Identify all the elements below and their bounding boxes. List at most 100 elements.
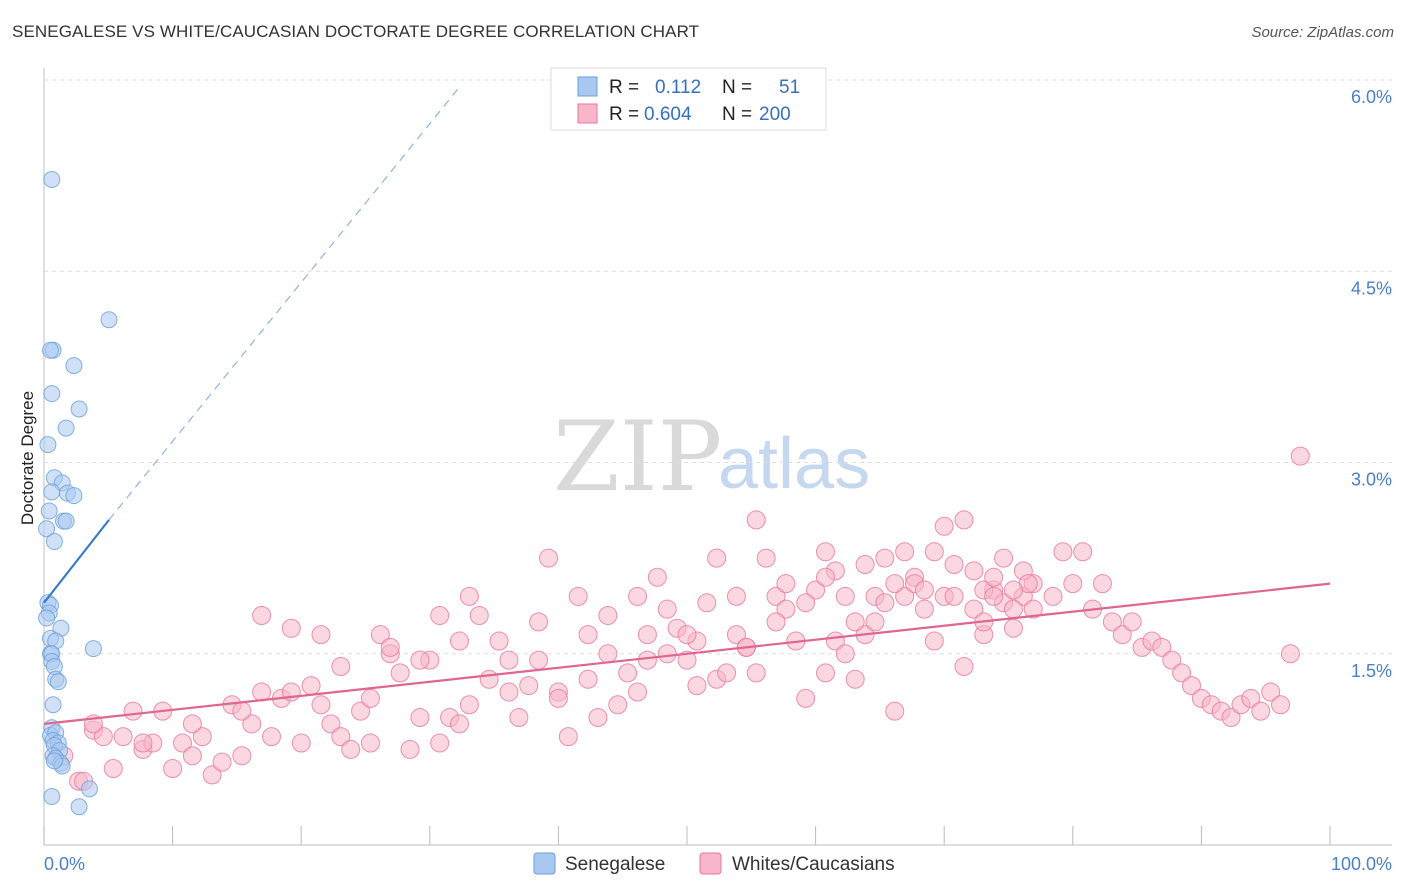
x-tick-label-1: 100.0% <box>1331 854 1392 874</box>
series-senegalese <box>38 170 118 816</box>
point-series-pink-104 <box>746 510 766 530</box>
point-series-blue-22 <box>38 609 56 627</box>
point-series-pink-127 <box>944 586 964 606</box>
point-series-blue-32 <box>49 673 67 691</box>
legend-r-label-1: R = <box>609 77 639 98</box>
watermark-zip: ZIP <box>553 401 722 513</box>
point-series-pink-103 <box>707 548 727 568</box>
point-series-pink-170 <box>311 625 331 645</box>
point-series-blue-4 <box>65 357 83 375</box>
point-series-pink-150 <box>1221 708 1241 727</box>
point-series-pink-27 <box>321 714 341 734</box>
point-series-pink-40 <box>449 714 469 734</box>
point-series-pink-162 <box>726 586 746 606</box>
point-series-pink-68 <box>726 625 746 645</box>
point-series-pink-169 <box>252 682 272 702</box>
point-series-pink-140 <box>1122 612 1142 632</box>
point-series-pink-175 <box>548 688 568 708</box>
point-series-pink-87 <box>914 599 934 619</box>
point-series-pink-178 <box>687 676 707 696</box>
point-series-pink-16 <box>212 752 232 772</box>
point-series-pink-43 <box>479 669 499 689</box>
trend-line-senegalese <box>43 519 110 604</box>
point-series-pink-163 <box>331 657 351 676</box>
point-series-pink-160 <box>628 586 648 606</box>
point-series-pink-154 <box>1261 682 1281 702</box>
point-series-pink-13 <box>182 746 202 766</box>
point-series-pink-51 <box>558 727 578 747</box>
point-series-pink-29 <box>341 739 361 759</box>
point-series-pink-53 <box>578 625 598 645</box>
chart-title: SENEGALESE VS WHITE/CAUCASIAN DOCTORATE … <box>12 22 700 41</box>
point-series-pink-174 <box>499 682 519 702</box>
point-series-pink-30 <box>351 701 371 721</box>
point-series-pink-23 <box>281 618 301 638</box>
legend-swatch-whites <box>577 103 598 124</box>
axes <box>43 68 1392 846</box>
point-series-pink-42 <box>469 606 489 625</box>
bottom-legend-whites: Whites/Caucasians <box>732 854 895 875</box>
y-tick-label-0: 1.5% <box>1351 661 1392 681</box>
point-series-blue-17 <box>38 520 56 538</box>
point-series-pink-156 <box>1280 644 1300 664</box>
point-series-pink-143 <box>1152 637 1172 657</box>
point-series-blue-5 <box>43 385 61 403</box>
point-series-pink-61 <box>657 599 677 619</box>
trend-line-whites <box>43 582 1331 725</box>
point-series-pink-165 <box>232 701 252 721</box>
bottom-legend-swatch-senegalese <box>533 852 556 875</box>
point-series-pink-34 <box>390 663 410 683</box>
point-series-pink-137 <box>1092 574 1112 594</box>
point-series-pink-99 <box>380 637 400 657</box>
point-series-pink-55 <box>598 644 618 664</box>
point-series-pink-56 <box>608 695 628 715</box>
point-series-pink-124 <box>895 542 915 562</box>
point-series-pink-48 <box>529 650 549 670</box>
point-series-pink-59 <box>637 650 657 670</box>
point-series-blue-1 <box>100 311 118 329</box>
point-series-blue-48 <box>70 798 88 816</box>
point-series-pink-173 <box>449 631 469 651</box>
y-axis-label: Doctorate Degree <box>18 391 37 525</box>
point-series-pink-21 <box>262 727 282 747</box>
point-series-blue-46 <box>81 780 98 798</box>
legend-n-label-2: N = <box>722 104 752 125</box>
point-series-pink-14 <box>192 727 212 747</box>
point-series-pink-102 <box>657 644 677 664</box>
point-series-pink-138 <box>1102 612 1122 632</box>
point-series-pink-180 <box>766 612 786 632</box>
bottom-legend-swatch-whites <box>699 852 722 875</box>
point-series-pink-80 <box>845 669 865 689</box>
point-series-pink-126 <box>934 516 954 536</box>
point-series-blue-3 <box>42 341 59 359</box>
point-series-pink-71 <box>756 548 776 568</box>
point-series-pink-106 <box>815 542 835 562</box>
point-series-pink-20 <box>252 606 272 625</box>
point-series-pink-155 <box>1271 695 1291 715</box>
y-tick-label-1: 3.0% <box>1351 470 1392 490</box>
point-series-pink-122 <box>865 612 885 632</box>
point-series-pink-167 <box>133 733 153 753</box>
point-series-pink-85 <box>895 586 915 606</box>
point-series-pink-70 <box>746 663 766 683</box>
tick-labels: 1.5% 3.0% 4.5% 6.0% 0.0% 100.0% <box>44 87 1392 874</box>
legend-r-value-1: 0.112 <box>655 77 701 98</box>
point-series-blue-14 <box>40 502 58 520</box>
point-series-pink-112 <box>964 561 984 581</box>
point-series-pink-65 <box>697 593 717 613</box>
bottom-legend: Senegalese Whites/Caucasians <box>533 852 895 875</box>
point-series-pink-84 <box>885 701 905 721</box>
point-series-pink-79 <box>835 644 855 664</box>
point-series-pink-130 <box>1003 580 1023 600</box>
point-series-pink-58 <box>628 682 648 702</box>
point-series-pink-26 <box>311 695 331 715</box>
point-series-pink-139 <box>1112 625 1132 645</box>
point-series-pink-31 <box>360 733 380 753</box>
point-series-pink-77 <box>815 663 835 683</box>
point-series-pink-159 <box>529 612 549 632</box>
point-series-pink-28 <box>331 727 351 747</box>
legend-n-value-1: 51 <box>779 77 800 98</box>
point-series-pink-114 <box>984 586 1004 606</box>
point-series-pink-116 <box>1003 599 1023 619</box>
point-series-pink-91 <box>954 657 974 676</box>
